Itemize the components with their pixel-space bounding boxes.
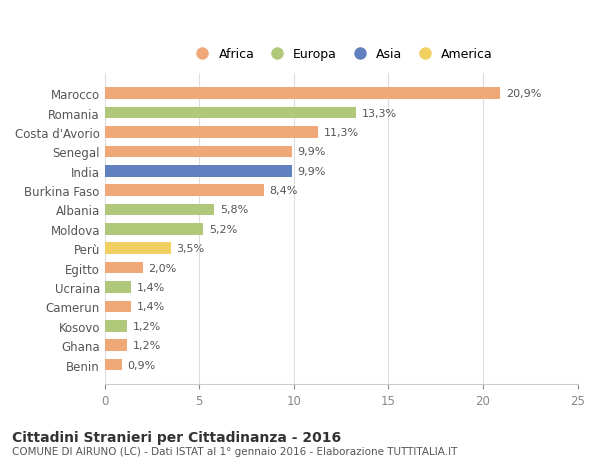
- Text: 9,9%: 9,9%: [298, 166, 326, 176]
- Text: 5,8%: 5,8%: [220, 205, 248, 215]
- Text: 3,5%: 3,5%: [176, 244, 205, 254]
- Bar: [105, 146, 292, 158]
- Text: Cittadini Stranieri per Cittadinanza - 2016: Cittadini Stranieri per Cittadinanza - 2…: [12, 430, 341, 444]
- Bar: [105, 166, 292, 177]
- Bar: [105, 243, 171, 254]
- Text: 1,2%: 1,2%: [133, 341, 161, 350]
- Text: 2,0%: 2,0%: [148, 263, 176, 273]
- Text: 5,2%: 5,2%: [209, 224, 237, 235]
- Text: 1,4%: 1,4%: [137, 302, 165, 312]
- Text: 8,4%: 8,4%: [269, 186, 298, 196]
- Bar: [105, 204, 214, 216]
- Bar: [105, 127, 319, 139]
- Bar: [105, 224, 203, 235]
- Bar: [105, 107, 356, 119]
- Text: COMUNE DI AIRUNO (LC) - Dati ISTAT al 1° gennaio 2016 - Elaborazione TUTTITALIA.: COMUNE DI AIRUNO (LC) - Dati ISTAT al 1°…: [12, 447, 457, 456]
- Text: 1,2%: 1,2%: [133, 321, 161, 331]
- Bar: [105, 281, 131, 293]
- Bar: [105, 185, 263, 196]
- Bar: [105, 88, 500, 100]
- Text: 13,3%: 13,3%: [362, 108, 397, 118]
- Text: 9,9%: 9,9%: [298, 147, 326, 157]
- Text: 1,4%: 1,4%: [137, 282, 165, 292]
- Text: 20,9%: 20,9%: [506, 89, 541, 99]
- Text: 0,9%: 0,9%: [127, 360, 155, 369]
- Legend: Africa, Europa, Asia, America: Africa, Europa, Asia, America: [185, 43, 497, 66]
- Bar: [105, 301, 131, 313]
- Bar: [105, 340, 127, 351]
- Bar: [105, 262, 143, 274]
- Bar: [105, 359, 122, 370]
- Bar: [105, 320, 127, 332]
- Text: 11,3%: 11,3%: [324, 128, 359, 138]
